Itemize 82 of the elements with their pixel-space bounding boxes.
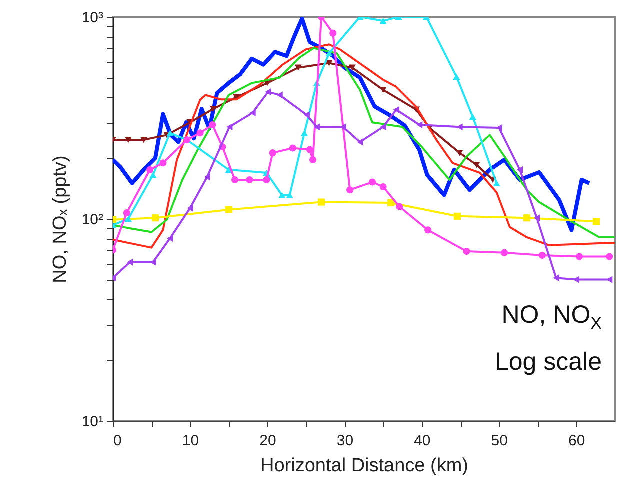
point (226, 124, 233, 131)
point (146, 166, 154, 174)
point (196, 130, 204, 137)
x-tick-label: 60 (568, 432, 586, 450)
x-tick-label: 10 (182, 432, 200, 450)
point (306, 146, 314, 154)
point (493, 180, 500, 186)
y-tick-label: 10³ (82, 10, 104, 26)
point (424, 226, 432, 234)
point (300, 130, 308, 136)
point (126, 258, 134, 266)
point (463, 248, 470, 256)
point (326, 50, 333, 57)
point (166, 130, 174, 136)
point (393, 106, 400, 114)
point (265, 88, 272, 96)
point (380, 86, 387, 94)
x-tick-label: 40 (414, 432, 431, 450)
point (150, 258, 156, 266)
point (289, 144, 296, 152)
point (368, 178, 376, 186)
point (124, 136, 132, 144)
point (496, 124, 502, 132)
point (516, 166, 524, 174)
point (210, 106, 217, 112)
point (348, 64, 356, 71)
point (380, 124, 386, 131)
point (278, 192, 286, 198)
y-tick-label: 10¹ (82, 414, 104, 430)
point (167, 235, 174, 242)
point (318, 198, 326, 206)
point (140, 136, 148, 144)
point (187, 204, 194, 212)
point (204, 174, 210, 181)
point (314, 124, 320, 131)
point (469, 114, 476, 120)
point (454, 212, 461, 220)
point (380, 183, 387, 191)
point (309, 156, 317, 164)
point (453, 74, 460, 80)
point (538, 252, 546, 259)
point (160, 160, 167, 167)
x-tick-label: 0 (114, 432, 122, 450)
point (357, 138, 364, 146)
point (150, 172, 157, 178)
point (416, 121, 423, 129)
point (124, 216, 132, 222)
point (534, 214, 540, 222)
point (592, 218, 600, 226)
y-axis-title: NO, NOₓ (pptv) (50, 156, 71, 284)
point (294, 64, 302, 71)
point (225, 206, 232, 214)
x-tick-label: 30 (336, 432, 354, 450)
point (396, 203, 404, 210)
annotation: Log scale (494, 347, 602, 378)
point (576, 253, 584, 260)
point (231, 176, 239, 184)
point (152, 214, 160, 222)
point (123, 210, 130, 217)
point (523, 214, 530, 222)
annotation: NO, NO$_{X}$ (500, 300, 602, 335)
point (286, 192, 294, 198)
point (606, 276, 613, 284)
point (330, 30, 337, 37)
point (387, 199, 395, 207)
point (606, 253, 614, 260)
point (269, 150, 276, 157)
point (553, 274, 560, 282)
x-tick-label: 20 (260, 432, 276, 450)
point (276, 92, 283, 99)
point (209, 121, 216, 129)
point (501, 249, 508, 256)
point (263, 176, 270, 184)
point (246, 176, 254, 184)
point (346, 186, 354, 194)
point (340, 124, 346, 131)
point (250, 109, 256, 116)
x-tick-label: 50 (491, 432, 508, 450)
point (473, 162, 480, 168)
x-axis-title: Horizontal Distance (km) (260, 456, 468, 476)
point (380, 18, 387, 24)
y-tick-label: 10² (82, 212, 104, 228)
